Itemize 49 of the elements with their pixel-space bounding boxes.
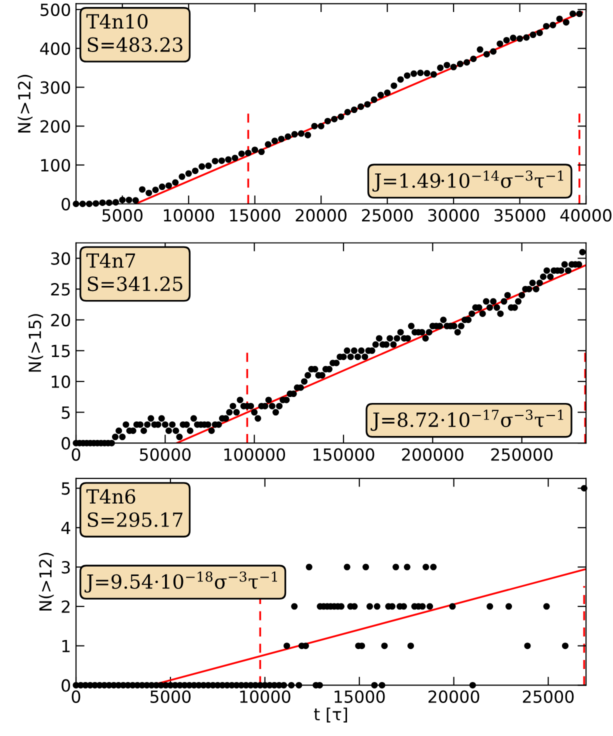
x-tick-label: 25000	[362, 209, 413, 222]
annotation: J=9.54·10$^{−18}$σ$^{−3}$τ$^{−1}$	[84, 571, 278, 593]
x-tick-label: 250000	[491, 448, 553, 461]
y-tick-label: 400	[40, 42, 70, 55]
annotation: T4n10 S=483.23	[86, 14, 182, 52]
x-tick-label: 5000	[150, 690, 191, 703]
y-tick-label: 0	[62, 679, 70, 692]
x-axis-title: t [τ]	[314, 708, 348, 722]
x-tick-label: 5000	[102, 209, 142, 222]
x-tick-label: 150000	[314, 448, 374, 461]
y-tick-label: 3	[62, 561, 70, 574]
x-tick-label: 100000	[224, 448, 286, 461]
annotation: J=8.72·10$^{−17}$σ$^{−3}$τ$^{−1}$	[370, 410, 564, 431]
y-tick-label: 1	[62, 640, 70, 652]
y-tick-label: 0	[62, 437, 70, 450]
y-tick-label: 15	[52, 344, 70, 358]
x-tick-label: 30000	[428, 209, 479, 222]
y-tick-label: 300	[40, 81, 70, 94]
x-tick-label: 200000	[402, 448, 464, 461]
y-tick-label: 2	[62, 600, 70, 613]
y-tick-label: 200	[40, 120, 70, 133]
x-tick-label: 25000	[522, 690, 574, 703]
y-axis-title: N(>12)	[18, 74, 33, 132]
annotation: T4n6 S=295.17	[86, 489, 182, 528]
x-tick-label: 0	[72, 690, 80, 703]
y-tick-label: 100	[41, 158, 70, 172]
y-tick-label: 10	[52, 375, 70, 388]
x-tick-label: 15000	[230, 209, 280, 222]
y-tick-label: 30	[51, 252, 70, 265]
x-tick-label: 10000	[164, 209, 214, 222]
y-tick-label: 25	[51, 283, 70, 296]
y-axis-title: N(>15)	[28, 314, 44, 372]
annotation: T4n7 S=341.25	[86, 253, 182, 292]
x-tick-label: 50000	[140, 448, 191, 461]
x-tick-label: 40000	[560, 209, 612, 222]
x-tick-label: 0	[72, 448, 80, 461]
y-tick-label: 0	[62, 198, 70, 210]
y-tick-label: 5	[62, 482, 70, 495]
y-tick-label: 5	[62, 406, 70, 419]
x-tick-label: 10000	[240, 690, 290, 703]
y-tick-label: 500	[40, 3, 70, 16]
y-axis-title: N(>12)	[38, 552, 54, 610]
x-tick-label: 20000	[428, 690, 480, 703]
x-tick-label: 20000	[296, 209, 346, 222]
annotation: J=1.49·10$^{−14}$σ$^{−3}$τ$^{−1}$	[372, 170, 564, 192]
x-tick-label: 35000	[494, 209, 546, 222]
y-tick-label: 4	[61, 522, 70, 534]
y-tick-label: 20	[51, 314, 70, 326]
x-tick-label: 15000	[334, 690, 385, 703]
